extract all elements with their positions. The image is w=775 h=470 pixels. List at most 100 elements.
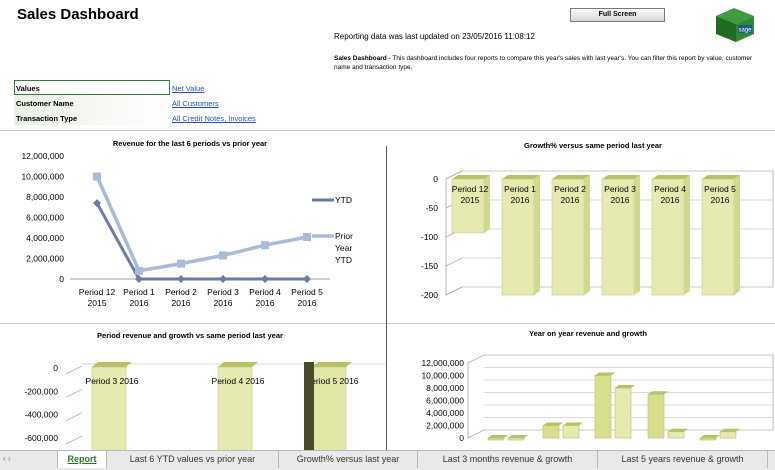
chart1-svg: 12,000,000 10,000,000 8,000,000 6,000,000 4,…	[21, 151, 353, 308]
series-line	[95, 202, 307, 281]
bar-top	[488, 435, 508, 438]
divider-vertical	[386, 146, 387, 450]
divider-top	[0, 130, 775, 131]
chart2-title: Growth% versus same period last year	[524, 141, 662, 150]
logo-text: sage	[738, 28, 752, 34]
category-label: Period 5 2016	[704, 184, 736, 205]
x-tick-label: Period 4 2016	[249, 287, 281, 308]
y-tick-label: -400,000	[24, 410, 58, 420]
data-point	[93, 172, 101, 181]
bar	[601, 178, 635, 296]
data-point	[219, 275, 227, 283]
bar-top	[700, 435, 720, 438]
tab-growth-vs-last-year[interactable]: Growth% versus last year	[279, 451, 418, 468]
sheet-tab-bar: ‹ › Report Last 6 YTD values vs prior ye…	[0, 450, 775, 470]
filter-label-transaction: Transaction Type	[16, 114, 78, 123]
bar	[699, 437, 717, 441]
year-on-year-chart: Year on year revenue and growth 12,000,0…	[388, 325, 775, 450]
category-label: Period 4 2016	[212, 376, 265, 386]
bar	[217, 366, 253, 450]
bar	[719, 431, 737, 439]
bar	[507, 437, 525, 441]
grid-line	[445, 286, 463, 296]
dashboard-description: Sales Dashboard - This dashboard include…	[334, 54, 770, 72]
chart3-svg: 0 -200,000 -400,000 -600,000 Period 3 2016 Pe…	[24, 362, 385, 450]
data-point	[303, 275, 311, 283]
y-tick-label: 0	[59, 274, 64, 284]
series-line	[95, 175, 308, 273]
grid-line	[65, 365, 83, 375]
page-title: Sales Dashboard	[17, 6, 139, 23]
y-tick-label: 0	[53, 363, 58, 373]
tab-scroll-arrows[interactable]: ‹ ›	[3, 454, 11, 463]
x-tick-label: Period 5 2016	[291, 287, 323, 308]
filter-link-transaction[interactable]: All Credit Notes, Invoices	[172, 114, 256, 123]
y-tick-label: 0	[459, 433, 464, 443]
bar-top	[502, 175, 540, 179]
description-body: - This dashboard includes four reports t…	[334, 55, 753, 71]
grid-line	[65, 412, 83, 421]
bar	[487, 437, 505, 441]
y-tick-label: 10,000,000	[421, 371, 464, 381]
tab-last-3-months[interactable]: Last 3 months revenue & growth	[418, 451, 598, 468]
data-point	[177, 259, 185, 268]
bar-top	[312, 362, 352, 367]
data-point	[261, 241, 269, 250]
category-label: Period 3 2016	[604, 184, 636, 205]
y-tick-label: -600,000	[24, 433, 58, 443]
y-tick-label: -100	[421, 232, 438, 242]
selected-filter-cell[interactable]	[14, 80, 170, 95]
bar	[647, 393, 665, 439]
growth-bar-chart: Growth% versus same period last year 0 -5…	[388, 132, 775, 322]
tab-last-5-years[interactable]: Last 5 years revenue & growth	[598, 451, 768, 468]
y-tick-label: 6,000,000	[26, 213, 64, 223]
bar-top	[218, 362, 258, 367]
bar-top	[552, 175, 590, 179]
data-point	[303, 232, 311, 241]
bar-top	[602, 175, 640, 179]
bar	[594, 375, 612, 439]
filter-link-customer[interactable]: All Customers	[172, 99, 219, 108]
filter-row-shading	[14, 95, 164, 125]
y-tick-label: 12,000,000	[21, 151, 64, 161]
x-tick-label: Period 2 2016	[165, 287, 197, 308]
chart3-title: Period revenue and growth vs same period…	[97, 331, 283, 340]
bar-top	[702, 175, 740, 179]
grid-line	[445, 257, 463, 267]
bar-top	[652, 175, 690, 179]
revenue-line-chart: Revenue for the last 6 periods vs prior …	[0, 132, 385, 322]
data-point	[93, 199, 101, 208]
bar-top	[452, 175, 490, 179]
bar-top	[648, 391, 668, 395]
description-title: Sales Dashboard	[334, 55, 387, 62]
bar-top	[668, 428, 688, 432]
filter-label-customer: Customer Name	[16, 99, 74, 108]
period-revenue-chart: Period revenue and growth vs same period…	[0, 325, 385, 450]
data-point	[261, 275, 269, 283]
grid-line	[445, 170, 463, 180]
grid-line	[65, 389, 83, 398]
bar-side	[484, 175, 490, 233]
bar	[562, 425, 580, 439]
category-label: Period 3 2016	[86, 376, 139, 386]
category-label: Period 12 2015	[452, 184, 489, 205]
bar-top	[508, 435, 528, 438]
data-point	[135, 266, 143, 275]
bar	[667, 431, 685, 439]
bar-side	[634, 175, 640, 295]
y-tick-label: 12,000,000	[421, 358, 464, 368]
tab-last-6-ytd[interactable]: Last 6 YTD values vs prior year	[107, 451, 279, 468]
chart4-svg: 12,000,000 10,000,000 8,000,000 6,000,000 4,…	[421, 354, 774, 443]
bar	[701, 178, 735, 296]
filter-link-values[interactable]: Net Value	[172, 84, 205, 93]
bar-side	[684, 175, 690, 295]
bar-top	[563, 422, 583, 426]
bar-side	[584, 175, 590, 295]
x-tick-label: Period 1 2016	[123, 287, 155, 308]
divider-middle	[0, 323, 775, 324]
y-tick-label: 2,000,000	[26, 254, 64, 264]
bar	[91, 366, 127, 450]
tab-report[interactable]: Report	[57, 451, 107, 468]
full-screen-button[interactable]: Full Screen	[570, 8, 665, 22]
bar-top	[595, 372, 615, 376]
